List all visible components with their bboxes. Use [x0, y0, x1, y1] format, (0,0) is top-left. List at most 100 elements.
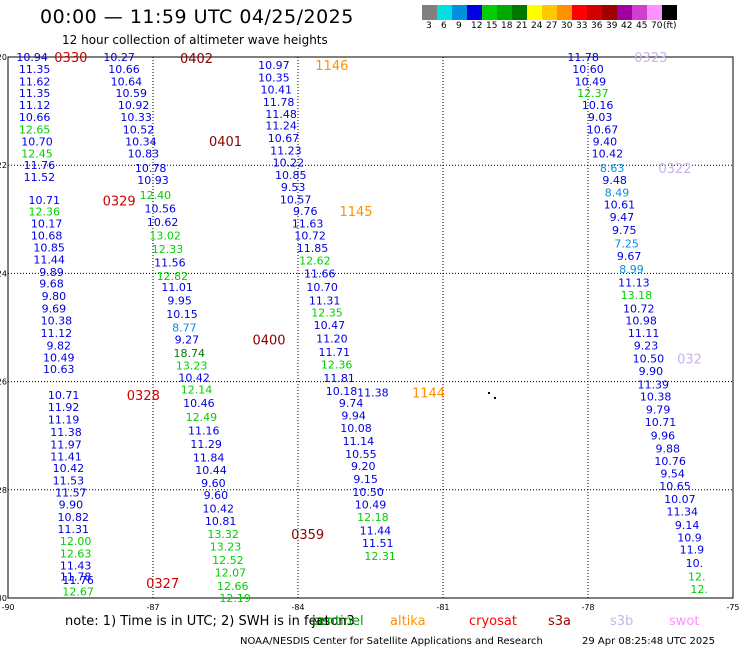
track-time-label: 0359 [291, 528, 324, 543]
wave-height-value: 12.66 [217, 580, 249, 593]
wave-height-value: 9.80 [42, 290, 67, 303]
wave-height-value: 11.56 [154, 257, 186, 270]
wave-height-value: 13.32 [207, 528, 239, 541]
wave-height-value: 11.78 [60, 570, 92, 583]
wave-height-value: 11.38 [357, 386, 389, 399]
wave-height-value: 10.64 [111, 75, 143, 88]
color-swatch [437, 5, 452, 20]
x-tick-label: -81 [436, 603, 449, 612]
wave-height-value: 11.16 [188, 424, 220, 437]
wave-height-value: 10.08 [340, 422, 372, 435]
wave-height-value: 11.62 [19, 75, 51, 88]
color-scale-label: 3 [426, 21, 432, 31]
wave-height-value: 11.71 [319, 346, 351, 359]
wave-height-value: 10.92 [118, 99, 150, 112]
wave-height-value: 12.63 [60, 548, 92, 561]
wave-height-value: 12.35 [311, 306, 343, 319]
color-scale-label: 18 [501, 21, 513, 31]
color-scale-label: 70 [651, 21, 663, 31]
wave-height-value: 10.46 [183, 397, 215, 410]
wave-height-value: 11.35 [19, 87, 51, 100]
wave-height-value: 10.85 [33, 241, 65, 254]
wave-height-value: 10.61 [604, 199, 636, 212]
wave-height-value: 10.60 [572, 63, 604, 76]
x-tick-label: -75 [726, 603, 739, 612]
wave-height-value: 9.68 [39, 278, 64, 291]
wave-height-value: 7.25 [614, 238, 639, 251]
wave-height-value: 13.18 [621, 289, 653, 302]
wave-height-value: 11.57 [55, 487, 87, 500]
legend-item-swot: swot [669, 614, 700, 629]
wave-height-value: 8.99 [619, 263, 644, 276]
track-time-label: 0323 [634, 51, 667, 66]
wave-height-value: 11.97 [50, 438, 82, 451]
legend-item-altika: altika [390, 614, 426, 629]
wave-height-value: 10.83 [128, 147, 160, 160]
wave-height-value: 9.14 [675, 519, 700, 532]
legend-item-sentinel: sentinel [312, 614, 364, 629]
wave-height-value: 10.44 [195, 464, 227, 477]
wave-height-value: 9.94 [341, 410, 366, 423]
wave-height-value: 10.15 [166, 308, 198, 321]
wave-height-value: 10.59 [116, 87, 148, 100]
page-subtitle: 12 hour collection of altimeter wave hei… [62, 33, 328, 47]
wave-height-value: 10.35 [258, 72, 290, 85]
wave-height-value: 10.98 [625, 314, 657, 327]
wave-height-value: 9.88 [656, 443, 681, 456]
y-tick-label: -28 [0, 486, 7, 495]
wave-height-value: 9.95 [167, 294, 192, 307]
wave-height-value: 10.38 [41, 314, 73, 327]
wave-height-value: 9.48 [602, 174, 627, 187]
wave-height-value: 10.47 [314, 319, 346, 332]
color-scale-label: 21 [516, 21, 528, 31]
wave-height-value: 10.66 [19, 111, 51, 124]
color-scale-label: 30 [561, 21, 573, 31]
wave-height-value: 10.52 [123, 123, 155, 136]
wave-height-value: 9.47 [610, 211, 635, 224]
color-scale-label: 9 [456, 21, 462, 31]
wave-height-value: 11.12 [41, 327, 73, 340]
wave-height-value: 11.81 [323, 372, 355, 385]
wave-height-value: 12.33 [152, 243, 184, 256]
wave-height-value: 12.36 [321, 358, 353, 371]
wave-height-value: 9.20 [351, 460, 376, 473]
color-swatch [587, 5, 602, 20]
wave-height-value: 12. [690, 583, 708, 596]
wave-height-value: 10.93 [137, 174, 169, 187]
wave-height-value: 11.23 [270, 145, 302, 158]
wave-height-value: 10.71 [29, 194, 61, 207]
wave-height-value: 10.76 [654, 455, 686, 468]
wave-height-value: 9.90 [59, 498, 84, 511]
y-tick-label: -30 [0, 594, 7, 603]
x-tick-label: -87 [146, 603, 159, 612]
wave-height-value: 11.35 [19, 63, 51, 76]
wave-height-value: 10.65 [659, 480, 691, 493]
color-scale-label: 36 [591, 21, 603, 31]
color-swatch [572, 5, 587, 20]
wave-height-value: 11.19 [48, 413, 80, 426]
wave-height-value: 11.84 [193, 451, 225, 464]
wave-height-value: 12.65 [19, 123, 51, 136]
wave-height-value: 10.34 [125, 135, 157, 148]
wave-height-value: 10.72 [294, 230, 326, 243]
wave-height-value: 10.81 [205, 515, 237, 528]
wave-height-value: 10.49 [575, 75, 607, 88]
wave-height-value: 10.67 [587, 123, 619, 136]
island-mark [488, 392, 490, 394]
wave-height-value: 11.48 [265, 108, 297, 121]
wave-height-value: 10.72 [623, 303, 655, 316]
track-time-label: 0327 [146, 577, 179, 592]
color-swatch [632, 5, 647, 20]
wave-height-value: 10.9 [677, 531, 702, 544]
wave-height-value: 11.85 [297, 242, 329, 255]
color-swatch [617, 5, 632, 20]
y-tick-label: -26 [0, 378, 7, 387]
wave-height-value: 10.50 [633, 352, 665, 365]
track-time-label: 0328 [127, 389, 160, 404]
wave-height-value: 11.41 [50, 450, 82, 463]
wave-height-value: 12.67 [62, 586, 94, 599]
color-swatch [527, 5, 542, 20]
color-scale-label: 27 [546, 21, 558, 31]
wave-height-value: 11.31 [58, 523, 90, 536]
wave-height-value: 9.82 [47, 339, 72, 352]
